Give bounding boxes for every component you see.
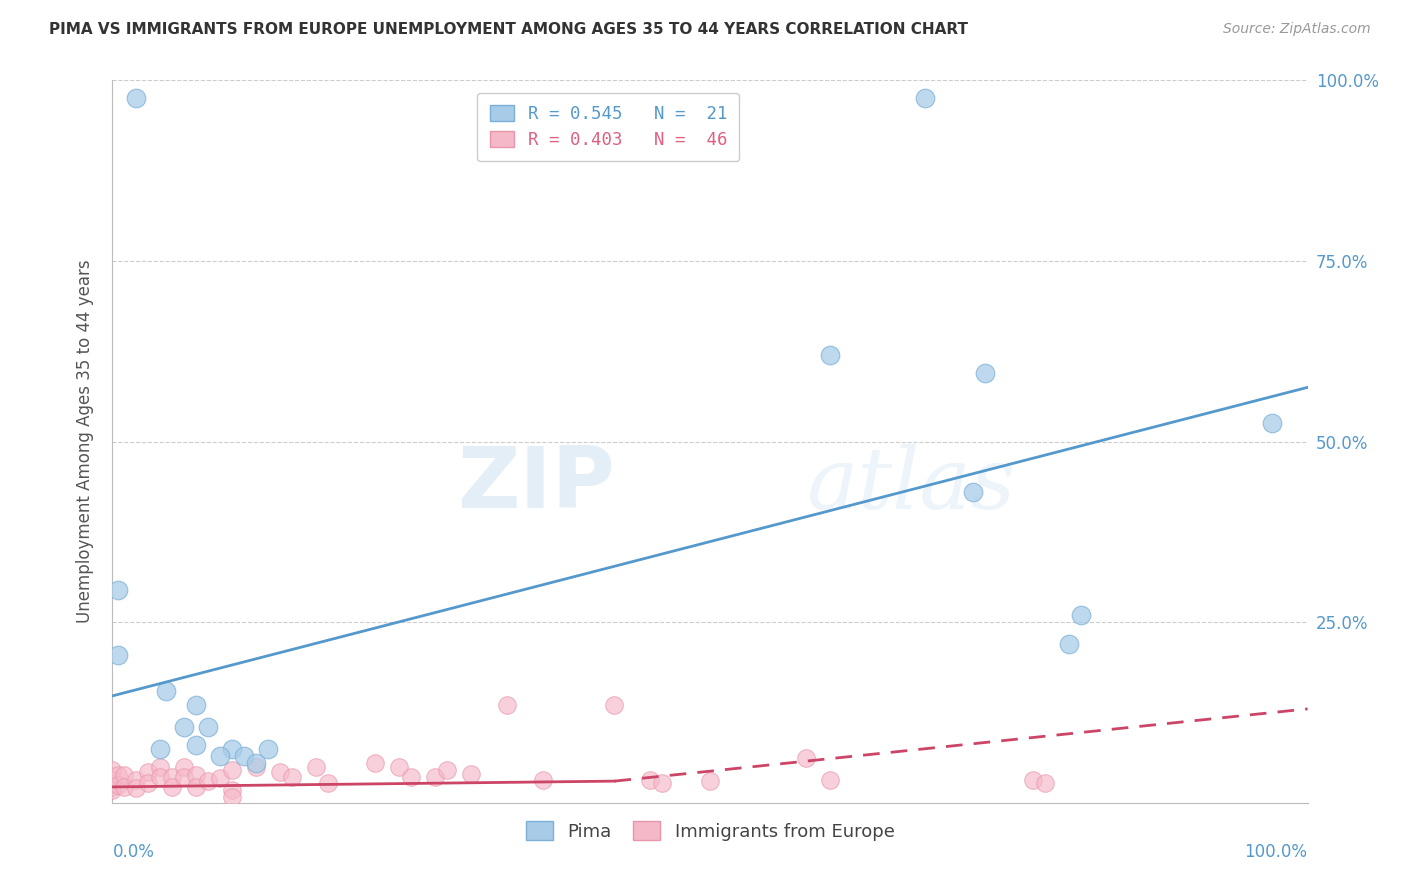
Point: [818, 348, 841, 362]
Legend: Pima, Immigrants from Europe: Pima, Immigrants from Europe: [519, 814, 901, 848]
Point: [425, 770, 447, 784]
Point: [197, 720, 219, 734]
Point: [101, 764, 124, 778]
Point: [1057, 637, 1080, 651]
Point: [149, 760, 172, 774]
Point: [257, 741, 280, 756]
Point: [603, 698, 626, 713]
Point: [245, 756, 267, 770]
Point: [1070, 607, 1092, 622]
Point: [101, 772, 124, 787]
Point: [125, 772, 148, 787]
Point: [186, 780, 208, 794]
Text: ZIP: ZIP: [457, 443, 614, 526]
Point: [388, 760, 411, 774]
Text: 100.0%: 100.0%: [1244, 843, 1308, 861]
Point: [496, 698, 519, 713]
Point: [221, 741, 243, 756]
Point: [173, 760, 195, 774]
Point: [281, 770, 304, 784]
Point: [138, 765, 160, 780]
Point: [794, 751, 817, 765]
Point: [107, 778, 129, 792]
Point: [186, 768, 208, 782]
Point: [233, 748, 256, 763]
Point: [269, 765, 291, 780]
Point: [114, 768, 135, 782]
Point: [114, 780, 135, 794]
Point: [221, 790, 243, 805]
Point: [364, 756, 387, 770]
Point: [818, 772, 841, 787]
Point: [155, 683, 177, 698]
Point: [125, 781, 148, 796]
Point: [436, 764, 458, 778]
Point: [401, 770, 423, 784]
Point: [1022, 772, 1045, 787]
Point: [640, 772, 662, 787]
Point: [107, 648, 129, 662]
Point: [1033, 775, 1056, 789]
Point: [221, 764, 243, 778]
Text: Source: ZipAtlas.com: Source: ZipAtlas.com: [1223, 22, 1371, 37]
Point: [173, 770, 195, 784]
Point: [107, 768, 129, 782]
Point: [101, 780, 124, 794]
Point: [914, 91, 936, 105]
Point: [316, 775, 339, 789]
Point: [209, 748, 232, 763]
Point: [186, 698, 208, 713]
Point: [101, 782, 124, 797]
Point: [245, 760, 267, 774]
Text: atlas: atlas: [806, 443, 1015, 526]
Y-axis label: Unemployment Among Ages 35 to 44 years: Unemployment Among Ages 35 to 44 years: [76, 260, 94, 624]
Text: PIMA VS IMMIGRANTS FROM EUROPE UNEMPLOYMENT AMONG AGES 35 TO 44 YEARS CORRELATIO: PIMA VS IMMIGRANTS FROM EUROPE UNEMPLOYM…: [49, 22, 969, 37]
Point: [1261, 417, 1284, 431]
Point: [107, 582, 129, 597]
Point: [125, 91, 148, 105]
Point: [460, 767, 482, 781]
Point: [221, 782, 243, 797]
Point: [138, 775, 160, 789]
Point: [651, 775, 673, 789]
Point: [209, 771, 232, 785]
Text: 0.0%: 0.0%: [112, 843, 155, 861]
Point: [531, 772, 554, 787]
Point: [162, 770, 183, 784]
Point: [962, 485, 984, 500]
Point: [974, 366, 997, 380]
Point: [173, 720, 195, 734]
Point: [699, 774, 721, 789]
Point: [149, 770, 172, 784]
Point: [149, 741, 172, 756]
Point: [305, 760, 328, 774]
Point: [186, 738, 208, 752]
Point: [197, 774, 219, 789]
Point: [162, 780, 183, 794]
